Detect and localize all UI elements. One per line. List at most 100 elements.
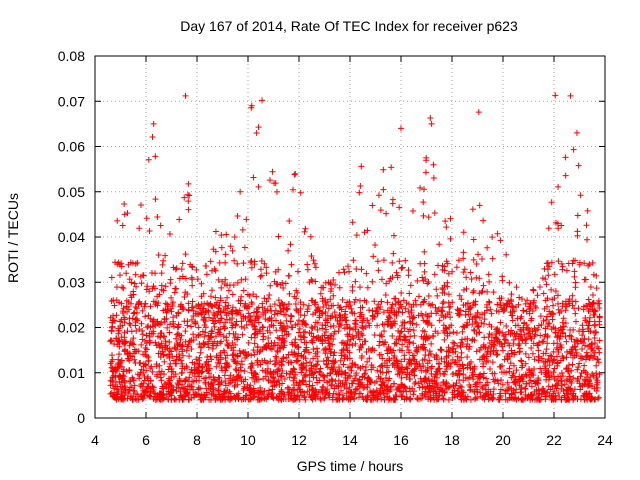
- data-point: [251, 323, 258, 330]
- data-point: [513, 367, 520, 374]
- data-point: [585, 391, 592, 398]
- data-point: [302, 396, 309, 403]
- data-point: [119, 383, 126, 390]
- data-point: [521, 320, 528, 327]
- data-point: [489, 331, 496, 338]
- data-point: [571, 338, 578, 345]
- data-point: [216, 381, 223, 388]
- data-point: [420, 299, 427, 306]
- data-point: [464, 354, 471, 361]
- data-point: [221, 363, 228, 370]
- data-point: [422, 393, 429, 400]
- data-point: [166, 363, 173, 370]
- data-point: [131, 280, 138, 287]
- data-point: [466, 374, 473, 381]
- data-point: [385, 368, 392, 375]
- data-point: [226, 375, 233, 382]
- data-point: [292, 170, 299, 177]
- data-point: [337, 312, 344, 319]
- data-point: [471, 388, 478, 395]
- data-point: [232, 330, 239, 337]
- data-point: [528, 344, 535, 351]
- data-point: [425, 279, 432, 286]
- data-point: [166, 329, 173, 336]
- data-point: [581, 390, 588, 397]
- data-point: [341, 383, 348, 390]
- data-point: [440, 298, 447, 305]
- data-point: [240, 378, 247, 385]
- data-point: [143, 215, 150, 222]
- data-point: [216, 259, 223, 266]
- data-point: [580, 328, 587, 335]
- data-point: [221, 393, 228, 400]
- data-point: [329, 358, 336, 365]
- data-point: [490, 289, 497, 296]
- data-point: [207, 258, 214, 265]
- data-point: [570, 374, 577, 381]
- data-point: [254, 308, 261, 315]
- data-point: [352, 386, 359, 393]
- data-point: [339, 316, 346, 323]
- data-point: [225, 342, 232, 349]
- data-point: [494, 351, 501, 358]
- data-point: [511, 308, 518, 315]
- data-point: [222, 319, 229, 326]
- data-point: [551, 271, 558, 278]
- data-point: [353, 232, 360, 239]
- data-point: [355, 328, 362, 335]
- data-point: [447, 314, 454, 321]
- data-point: [275, 233, 282, 240]
- data-point: [376, 342, 383, 349]
- data-point: [417, 184, 424, 191]
- data-point: [227, 372, 234, 379]
- data-point: [172, 360, 179, 367]
- data-point: [343, 345, 350, 352]
- data-point: [200, 340, 207, 347]
- data-point: [325, 305, 332, 312]
- data-point: [430, 175, 437, 182]
- data-point: [204, 354, 211, 361]
- data-point: [344, 331, 351, 338]
- data-point: [359, 324, 366, 331]
- data-point: [491, 378, 498, 385]
- data-point: [286, 290, 293, 297]
- data-point: [417, 260, 424, 267]
- data-point: [222, 259, 229, 266]
- data-point: [383, 280, 390, 287]
- data-point: [231, 257, 238, 264]
- data-point: [251, 378, 258, 385]
- data-point: [274, 347, 281, 354]
- data-point: [476, 347, 483, 354]
- data-point: [588, 394, 595, 401]
- data-point: [347, 325, 354, 332]
- data-point: [135, 301, 142, 308]
- data-point: [568, 380, 575, 387]
- data-point: [420, 199, 427, 206]
- data-point: [544, 303, 551, 310]
- data-point: [537, 283, 544, 290]
- data-point: [185, 206, 192, 213]
- data-point: [218, 315, 225, 322]
- data-point: [181, 293, 188, 300]
- data-point: [498, 295, 505, 302]
- data-point: [288, 261, 295, 268]
- data-point: [564, 349, 571, 356]
- data-point: [129, 374, 136, 381]
- data-point: [225, 394, 232, 401]
- data-point: [429, 333, 436, 340]
- data-point: [476, 379, 483, 386]
- data-point: [157, 222, 164, 229]
- data-point: [433, 286, 440, 293]
- data-point: [544, 388, 551, 395]
- data-point: [398, 358, 405, 365]
- data-point: [258, 388, 265, 395]
- data-point: [371, 298, 378, 305]
- data-point: [572, 343, 579, 350]
- data-point: [320, 358, 327, 365]
- data-point: [139, 307, 146, 314]
- data-point: [415, 312, 422, 319]
- data-point: [531, 332, 538, 339]
- data-point: [332, 281, 339, 288]
- data-point: [237, 188, 244, 195]
- data-point: [247, 386, 254, 393]
